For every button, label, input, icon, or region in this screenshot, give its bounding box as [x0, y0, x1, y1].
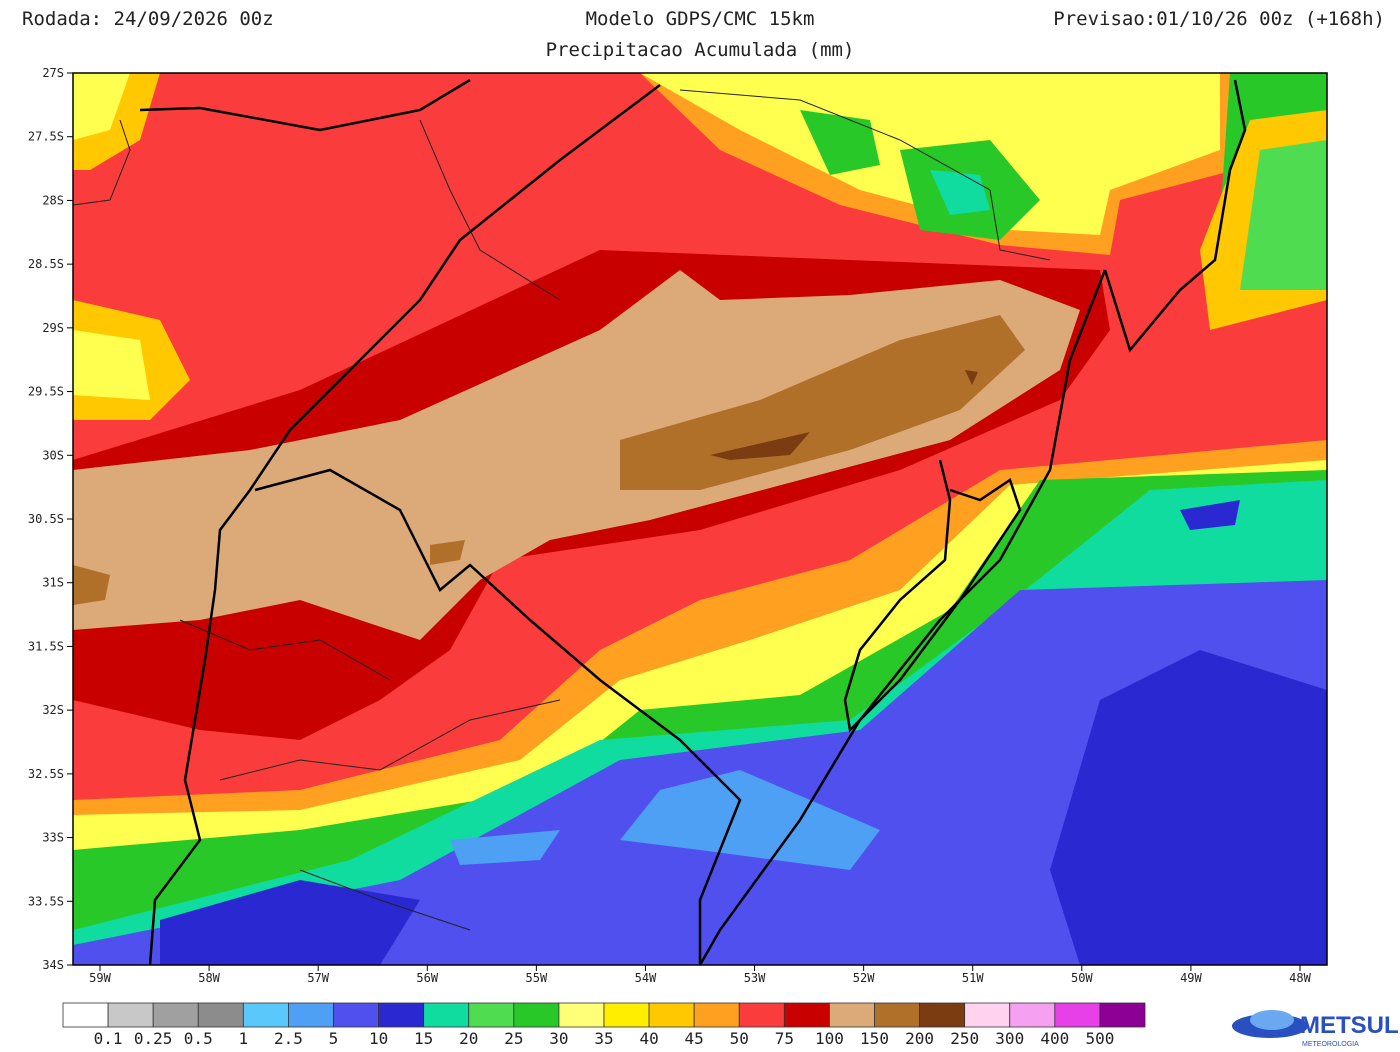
run-label: Rodada: 24/09/2026 00z	[22, 8, 274, 30]
lat-label: 28S	[42, 193, 64, 207]
colorbar-swatch	[378, 1002, 425, 1028]
lon-label: 59W	[89, 971, 111, 985]
lon-label: 49W	[1180, 971, 1202, 985]
lat-label: 27S	[42, 66, 64, 80]
colorbar-swatch	[242, 1002, 289, 1028]
colorbar-swatch	[423, 1002, 470, 1028]
colorbar-swatch	[1054, 1002, 1101, 1028]
precip-map	[73, 73, 1327, 965]
lat-label: 31S	[42, 576, 64, 590]
colorbar-label: 0.5	[184, 1029, 213, 1048]
colorbar-swatch	[829, 1002, 875, 1028]
colorbar-swatch	[107, 1002, 154, 1028]
colorbar-swatch	[693, 1002, 740, 1028]
lon-label: 51W	[962, 971, 984, 985]
lat-label: 31.5S	[28, 639, 64, 653]
logo-tagline: METEOROLOGIA	[1302, 1041, 1359, 1048]
colorbar-swatch	[333, 1002, 379, 1028]
colorbar-label: 10	[369, 1029, 388, 1048]
lon-label: 48W	[1289, 971, 1311, 985]
colorbar-label: 200	[905, 1029, 934, 1048]
lon-label: 50W	[1071, 971, 1093, 985]
colorbar-label: 40	[639, 1029, 658, 1048]
colorbar-swatch	[738, 1002, 785, 1028]
colorbar-label: 15	[414, 1029, 433, 1048]
colorbar-label: 100	[815, 1029, 844, 1048]
colorbar-label: 50	[730, 1029, 749, 1048]
colorbar-label: 0.1	[94, 1029, 123, 1048]
colorbar: 0.1 0.25 0.5 1 2.5 5 10 15 20 25 30 35 40 45 50 75 100 15…	[62, 1002, 1146, 1048]
lat-label: 29S	[42, 321, 64, 335]
colorbar-swatch	[1099, 1002, 1146, 1028]
lat-label: 32.5S	[28, 767, 64, 781]
model-label: Modelo GDPS/CMC 15km	[586, 8, 815, 30]
colorbar-swatch	[603, 1002, 650, 1028]
colorbar-label: 300	[995, 1029, 1024, 1048]
colorbar-label: 30	[549, 1029, 568, 1048]
colorbar-swatch	[919, 1002, 966, 1028]
lat-label: 30S	[42, 448, 64, 462]
colorbar-label: 20	[459, 1029, 478, 1048]
subtitle: Precipitacao Acumulada (mm)	[546, 39, 855, 61]
colorbar-swatch	[288, 1002, 334, 1028]
colorbar-label: 150	[860, 1029, 889, 1048]
lon-label: 52W	[853, 971, 875, 985]
colorbar-label: 250	[950, 1029, 979, 1048]
colorbar-label: 500	[1085, 1029, 1114, 1048]
lon-label: 56W	[416, 971, 438, 985]
lon-label: 55W	[526, 971, 548, 985]
colorbar-label: 1	[239, 1029, 249, 1048]
lat-label: 27.5S	[28, 130, 64, 144]
colorbar-swatch	[197, 1002, 244, 1028]
colorbar-swatch	[964, 1002, 1011, 1028]
colorbar-label: 400	[1040, 1029, 1069, 1048]
colorbar-swatch	[513, 1002, 560, 1028]
lat-label: 30.5S	[28, 512, 64, 526]
lat-label: 29.5S	[28, 385, 64, 399]
forecast-label: Previsao:01/10/26 00z (+168h)	[1053, 8, 1385, 30]
logo: METSUL METEOROLOGIA	[1232, 1010, 1399, 1048]
lon-label: 53W	[744, 971, 766, 985]
lon-label: 57W	[307, 971, 329, 985]
lat-label: 28.5S	[28, 257, 64, 271]
colorbar-label: 75	[775, 1029, 794, 1048]
colorbar-label: 5	[329, 1029, 339, 1048]
lat-label: 33.5S	[28, 894, 64, 908]
colorbar-label: 35	[594, 1029, 613, 1048]
colorbar-swatch	[648, 1002, 695, 1028]
colorbar-swatch	[558, 1002, 605, 1028]
lat-label: 33S	[42, 831, 64, 845]
colorbar-swatch	[62, 1002, 109, 1028]
lat-label: 34S	[42, 958, 64, 972]
axes: 27S 27.5S 28S 28.5S 29S 29.5S 30S 30.5S 31S 31.5S…	[28, 66, 1312, 985]
colorbar-swatch	[152, 1002, 199, 1028]
colorbar-label: 2.5	[274, 1029, 303, 1048]
colorbar-label: 45	[685, 1029, 704, 1048]
colorbar-swatch	[783, 1002, 830, 1028]
lon-label: 54W	[635, 971, 657, 985]
colorbar-swatch	[874, 1002, 920, 1028]
colorbar-label: 25	[504, 1029, 523, 1048]
colorbar-label: 0.25	[134, 1029, 173, 1048]
lon-label: 58W	[198, 971, 220, 985]
logo-name: METSUL	[1300, 1012, 1399, 1039]
colorbar-swatch	[1009, 1002, 1056, 1028]
lat-label: 32S	[42, 703, 64, 717]
colorbar-swatch	[468, 1002, 515, 1028]
